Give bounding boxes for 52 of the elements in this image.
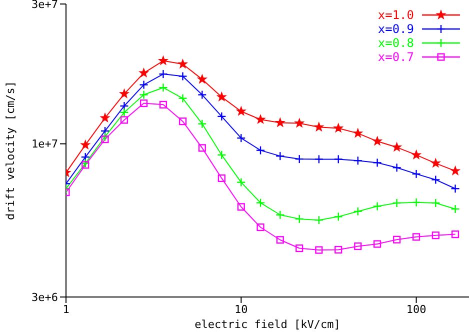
x-tick-label: 10 — [234, 302, 248, 316]
point — [431, 158, 440, 168]
point — [392, 142, 402, 152]
point — [296, 244, 304, 252]
point — [139, 68, 148, 77]
point — [451, 230, 460, 238]
point — [237, 203, 245, 211]
y-axis-title: drift velocity [cm/s] — [4, 80, 17, 220]
point — [276, 118, 285, 127]
point — [354, 242, 362, 250]
point — [412, 150, 421, 159]
point — [178, 59, 188, 68]
point — [256, 114, 266, 124]
point — [80, 140, 90, 149]
point — [140, 99, 148, 108]
point — [178, 118, 187, 126]
point — [198, 144, 206, 152]
point — [450, 166, 460, 175]
point — [334, 123, 343, 132]
point — [120, 116, 128, 124]
x-tick-label: 100 — [406, 302, 426, 316]
point — [101, 135, 109, 144]
point — [412, 233, 420, 241]
y-tick-label: 3e+6 — [32, 290, 58, 304]
legend-label: x=0.8 — [378, 36, 414, 50]
y-tick-label: 1e+7 — [32, 138, 58, 151]
point — [315, 246, 323, 254]
point — [334, 246, 342, 254]
point — [120, 89, 129, 98]
point — [276, 236, 284, 244]
point — [294, 118, 304, 128]
legend-label: x=1.0 — [378, 8, 414, 22]
point — [158, 56, 168, 65]
point — [314, 122, 324, 132]
point — [82, 161, 90, 169]
point — [100, 113, 110, 122]
point — [236, 106, 246, 116]
point — [373, 240, 382, 248]
point — [392, 236, 401, 244]
point — [353, 128, 362, 138]
point — [256, 223, 264, 232]
point — [198, 74, 207, 84]
legend-label: x=0.9 — [378, 22, 414, 36]
x-tick-label: 1 — [62, 302, 70, 316]
point — [217, 92, 226, 101]
legend-label: x=0.7 — [378, 50, 414, 64]
y-tick-label: 3e+7 — [32, 0, 58, 11]
point — [218, 174, 226, 182]
point — [432, 232, 440, 240]
point — [372, 136, 382, 146]
x-axis-title: electric field [kV/cm] — [194, 318, 340, 331]
point — [159, 100, 168, 108]
